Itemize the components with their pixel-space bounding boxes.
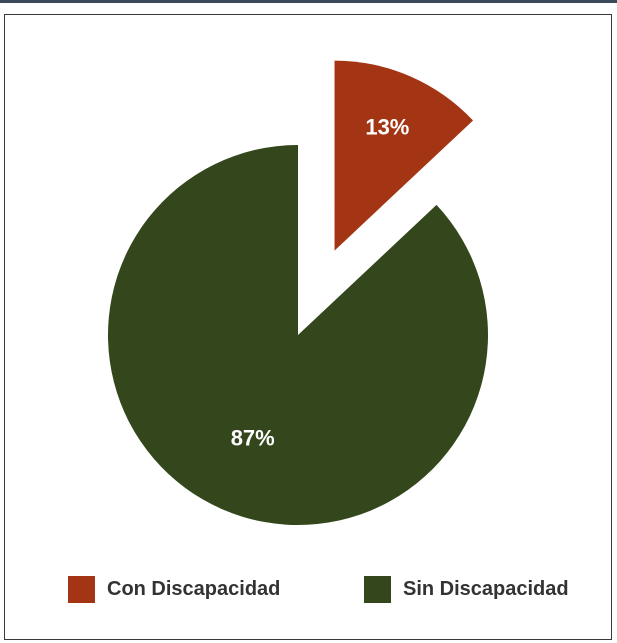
legend-item-con-discapacidad: Con Discapacidad: [68, 574, 280, 604]
top-border-line: [0, 0, 617, 3]
legend-item-sin-discapacidad: Sin Discapacidad: [364, 574, 569, 604]
pie-slice-sin-discapacidad: [107, 145, 488, 525]
chart-legend: Con Discapacidad Sin Discapacidad: [0, 574, 617, 604]
legend-label-con-discapacidad: Con Discapacidad: [107, 577, 281, 600]
legend-swatch-con-discapacidad: [68, 575, 95, 603]
pie-slice-con-discapacidad: [334, 60, 474, 251]
legend-swatch-sin-discapacidad: [364, 575, 391, 603]
data-label-sin-discapacidad: 87%: [231, 425, 275, 450]
pie-slices: [107, 60, 488, 525]
data-label-con-discapacidad: 13%: [365, 114, 409, 139]
pie-data-labels: 13% 87%: [231, 114, 410, 450]
legend-label-sin-discapacidad: Sin Discapacidad: [403, 577, 569, 600]
